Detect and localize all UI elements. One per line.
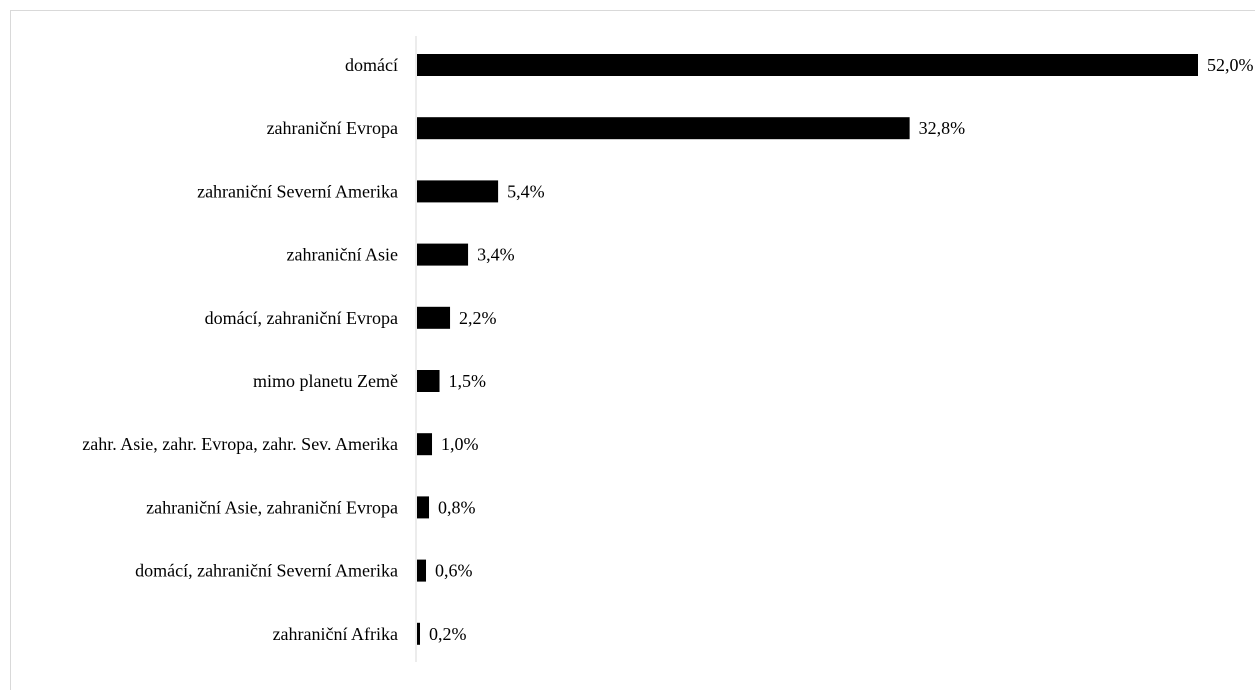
bar xyxy=(417,54,1198,76)
bar xyxy=(417,180,499,203)
category-label: zahraniční Evropa xyxy=(267,118,398,138)
chart-frame xyxy=(10,10,1255,690)
bar xyxy=(417,306,451,329)
category-label: zahraniční Asie, zahraniční Evropa xyxy=(146,497,398,517)
value-label: 0,8% xyxy=(438,497,476,517)
value-label: 5,4% xyxy=(507,181,545,201)
category-label: zahr. Asie, zahr. Evropa, zahr. Sev. Ame… xyxy=(82,434,398,454)
category-labels-group: domácí zahraniční Evropa zahraniční Severn… xyxy=(82,55,398,644)
category-label: zahraniční Afrika xyxy=(273,624,398,644)
value-label: 0,6% xyxy=(435,561,473,581)
value-label: 1,0% xyxy=(441,434,479,454)
bar xyxy=(417,117,910,140)
value-label: 1,5% xyxy=(449,371,487,391)
bar xyxy=(417,622,421,645)
category-label: domácí xyxy=(345,55,398,75)
value-label: 0,2% xyxy=(429,624,467,644)
value-label: 52,0% xyxy=(1207,55,1254,75)
value-label: 3,4% xyxy=(477,245,515,265)
category-label: domácí, zahraniční Evropa xyxy=(205,308,398,328)
bar xyxy=(417,559,427,582)
value-label: 32,8% xyxy=(919,118,966,138)
value-labels-group: 52,0% 32,8% 5,4% 3,4% 2,2% 1,5% 1,0% 0,8% 0,6% 0,… xyxy=(429,55,1253,644)
category-label: domácí, zahraniční Severní Amerika xyxy=(135,561,398,581)
bars-group xyxy=(417,54,1198,645)
bar xyxy=(417,243,469,266)
category-label: mimo planetu Země xyxy=(253,371,398,391)
bar xyxy=(417,496,430,519)
value-label: 2,2% xyxy=(459,308,497,328)
bar xyxy=(417,370,440,392)
category-label: zahraniční Severní Amerika xyxy=(197,181,398,201)
category-label: zahraniční Asie xyxy=(287,245,398,265)
bar xyxy=(417,433,433,456)
